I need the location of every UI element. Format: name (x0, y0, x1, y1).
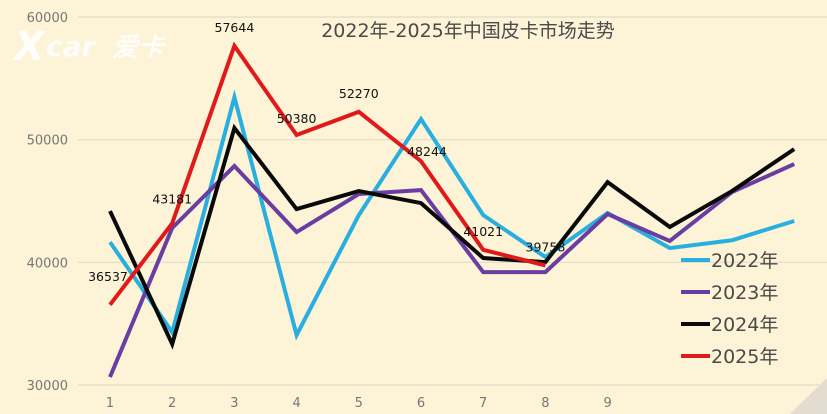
svg-text:X: X (11, 24, 47, 70)
y-tick-label: 40000 (27, 256, 68, 271)
x-tick-label: 8 (541, 396, 549, 411)
data-label: 43181 (152, 191, 192, 206)
x-tick-label: 6 (417, 396, 425, 411)
legend-label: 2025年 (711, 346, 778, 368)
watermark-logo: X car 爱卡 (11, 24, 167, 70)
x-tick-label: 2 (168, 396, 176, 411)
data-label: 36537 (88, 269, 128, 284)
legend-label: 2024年 (711, 314, 778, 336)
svg-text:car: car (46, 30, 97, 63)
legend-item: 2024年 (681, 314, 778, 336)
y-tick-label: 50000 (27, 134, 68, 149)
data-label: 48244 (407, 144, 447, 159)
data-label: 41021 (463, 224, 503, 239)
legend-item: 2023年 (681, 282, 778, 304)
y-tick-label: 60000 (27, 11, 68, 26)
chart-title: 2022年-2025年中国皮卡市场走势 (321, 20, 615, 42)
legend-item: 2025年 (681, 346, 778, 368)
series-line-2022年 (108, 89, 795, 341)
y-tick-label: 30000 (27, 379, 68, 394)
data-label: 52270 (339, 86, 379, 101)
x-tick-label: 9 (603, 396, 611, 411)
legend-item: 2022年 (681, 250, 778, 272)
x-tick-label: 4 (292, 396, 300, 411)
x-tick-label: 3 (230, 396, 238, 411)
x-tick-label: 7 (479, 396, 487, 411)
series-line-2023年 (108, 162, 796, 378)
svg-text:爱卡: 爱卡 (112, 33, 167, 63)
legend-label: 2022年 (711, 250, 778, 272)
data-label: 39758 (526, 239, 566, 254)
series-line-2024年 (108, 123, 796, 350)
x-tick-label: 5 (355, 396, 363, 411)
legend-label: 2023年 (711, 282, 778, 304)
page-curl (790, 378, 827, 414)
series-line-2025年 (108, 41, 546, 307)
x-tick-label: 1 (106, 396, 114, 411)
data-label: 50380 (277, 111, 317, 126)
data-label: 57644 (215, 20, 255, 35)
